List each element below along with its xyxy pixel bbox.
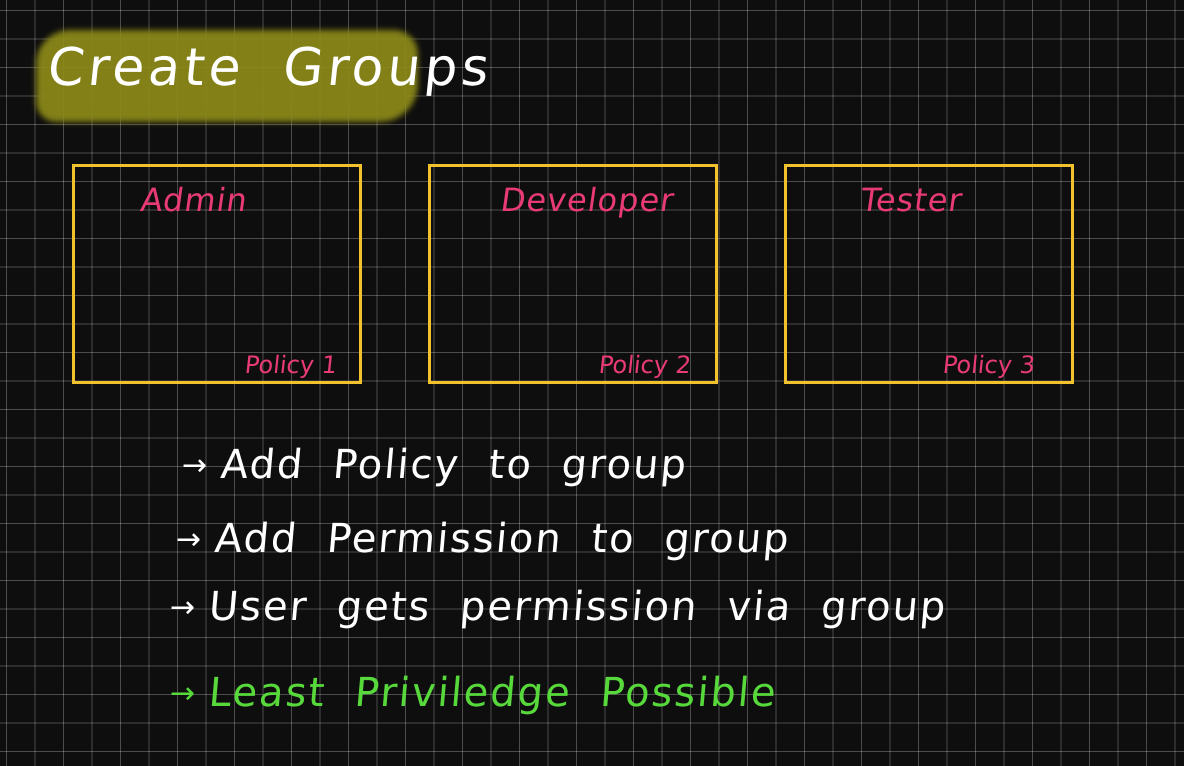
group-box-developer: Developer Policy 2 bbox=[428, 164, 718, 384]
note-least-privilege: → Least Priviledge Possible bbox=[170, 670, 780, 716]
group-name-tester: Tester bbox=[858, 181, 966, 219]
arrow-right-icon: → bbox=[176, 521, 202, 557]
note-text: Least Priviledge Possible bbox=[207, 670, 780, 716]
note-text: User gets permission via group bbox=[207, 584, 950, 630]
group-name-admin: Admin bbox=[138, 181, 251, 219]
group-box-tester: Tester Policy 3 bbox=[784, 164, 1074, 384]
arrow-right-icon: → bbox=[182, 447, 208, 483]
group-name-developer: Developer bbox=[498, 181, 678, 219]
title-highlight bbox=[36, 30, 418, 122]
note-user-permission: → User gets permission via group bbox=[170, 584, 950, 630]
note-add-permission: → Add Permission to group bbox=[176, 516, 793, 562]
policy-label-tester: Policy 3 bbox=[941, 351, 1037, 379]
note-text: Add Policy to group bbox=[219, 442, 691, 488]
policy-label-developer: Policy 2 bbox=[597, 351, 693, 379]
arrow-right-icon: → bbox=[170, 675, 196, 711]
note-add-policy: → Add Policy to group bbox=[182, 442, 691, 488]
page-title: Create Groups bbox=[44, 38, 496, 98]
group-box-admin: Admin Policy 1 bbox=[72, 164, 362, 384]
policy-label-admin: Policy 1 bbox=[243, 351, 339, 379]
arrow-right-icon: → bbox=[170, 589, 196, 625]
note-text: Add Permission to group bbox=[213, 516, 793, 562]
